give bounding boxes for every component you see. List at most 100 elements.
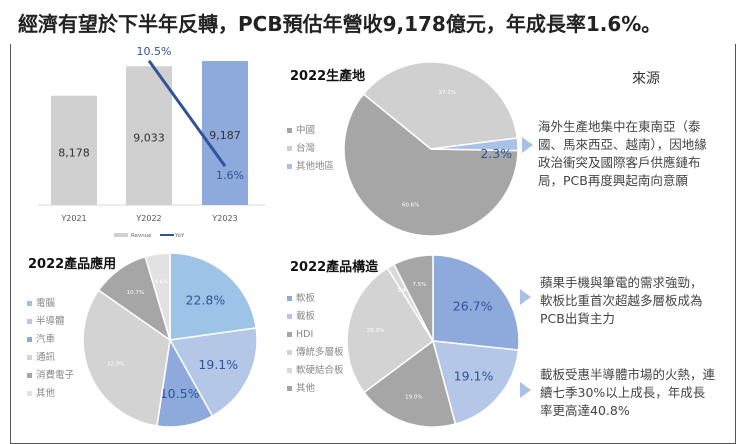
bar-Y2023 (202, 60, 248, 206)
legend-swatch (287, 350, 292, 355)
pie-value-label: 26.7% (453, 298, 493, 313)
arrow-icon (520, 289, 531, 305)
pie-value-label: 10.5% (160, 386, 200, 401)
legend-item: 其他 (27, 385, 74, 403)
bar-value-label: 8,178 (58, 146, 90, 159)
pie-slice-其他 (144, 252, 171, 341)
legend-label: HDI (296, 329, 314, 340)
pie-slice-軟板 (432, 254, 520, 351)
yoy-value-label: 10.5% (137, 45, 172, 58)
legend-label: 台灣 (296, 143, 316, 154)
x-tick-label: Y2023 (211, 214, 237, 223)
legend-label: 中國 (296, 125, 316, 136)
legend-label: 其他地區 (296, 161, 335, 172)
flex-note: 蘋果手機與筆電的需求強勁，軟板比重首次超越多層板成為PCB出貨主力 (540, 275, 703, 326)
legend-label: 載板 (296, 311, 316, 322)
geo-pie-title: 2022生產地 (290, 69, 366, 84)
legend-label: 傳統多層板 (296, 347, 344, 358)
legend-swatch (287, 146, 292, 151)
pie-value-label: 37.1% (439, 90, 456, 96)
geo-legend: 中國 台灣 其他地區 (287, 122, 334, 176)
pie-slice-其他 (392, 254, 434, 342)
pie-slice-中國 (343, 93, 519, 237)
legend-yoy-label: YoY (174, 233, 185, 239)
legend-label: 軟板 (296, 293, 316, 304)
legend-item: 軟板 (287, 290, 344, 308)
legend-swatch (27, 319, 32, 324)
pie-value-label: 19.0% (405, 394, 422, 400)
pie-slice-通訊 (82, 289, 171, 427)
legend-item: 電腦 (27, 295, 74, 313)
legend-swatch (287, 386, 292, 391)
pie-value-label: 32.3% (107, 361, 124, 367)
legend-item: 台灣 (287, 140, 334, 158)
legend-swatch (287, 164, 292, 169)
legend-label: 其他 (296, 383, 316, 394)
legend-label: 汽車 (36, 334, 56, 345)
legend-revenue-label: Revnue (131, 233, 152, 239)
pie-value-label: 26.3% (367, 328, 384, 334)
legend-item: HDI (287, 326, 344, 344)
geo-note: 海外生產地集中在東南亞（泰國、馬來西亞、越南），因地緣政治衝突及國際客戶供應鏈布… (538, 119, 707, 188)
source-label: 來源 (632, 71, 660, 87)
legend-swatch (27, 391, 32, 396)
application-legend: 電腦半導體汽車通訊消費電子其他 (27, 295, 74, 403)
legend-item: 消費電子 (27, 367, 74, 385)
legend-item: 通訊 (27, 349, 74, 367)
legend-label: 通訊 (36, 352, 56, 363)
legend-item: 半導體 (27, 313, 74, 331)
legend-item: 傳統多層板 (287, 344, 344, 362)
legend-item: 中國 (287, 122, 334, 140)
legend-swatch (27, 373, 32, 378)
pie-slice-傳統多層板 (346, 267, 435, 394)
yoy-line (147, 59, 227, 167)
legend-revenue-swatch (114, 233, 128, 237)
legend-swatch (287, 128, 292, 133)
legend-label: 其他 (36, 388, 56, 399)
x-tick-label: Y2022 (135, 214, 161, 223)
arrow-icon (522, 137, 533, 153)
pie-value-label: 22.8% (186, 292, 226, 307)
application-pie-title: 2022產品應用 (28, 257, 117, 272)
pie-slice-載板 (431, 340, 520, 425)
yoy-value-label: 1.6% (216, 169, 244, 182)
legend-swatch (287, 296, 292, 301)
pie-value-label: 2.3% (480, 146, 512, 161)
pie-value-label: 4.6% (154, 279, 168, 285)
legend-item: 其他地區 (287, 158, 334, 176)
substrate-note: 載板受惠半導體市場的火熱，連續七季30%以上成長，年成長率更高達40.8% (540, 367, 716, 418)
legend-swatch (27, 337, 32, 342)
pie-value-label: 10.7% (127, 290, 144, 296)
bar-Y2022 (126, 66, 172, 205)
bar-value-label: 9,187 (209, 129, 241, 142)
legend-swatch (27, 301, 32, 306)
legend-label: 消費電子 (36, 370, 75, 381)
pie-slice-HDI (363, 339, 457, 428)
bar-Y2021 (51, 95, 97, 205)
pie-slice-電腦 (169, 252, 258, 341)
legend-label: 電腦 (36, 298, 56, 309)
pie-value-label: 60.6% (402, 203, 419, 209)
x-tick-label: Y2021 (60, 214, 86, 223)
pie-slice-其他地區 (430, 137, 519, 152)
pie-value-label: 7.5% (412, 282, 426, 288)
legend-swatch (27, 355, 32, 360)
legend-item: 軟硬結合板 (287, 362, 344, 380)
structure-pie-title: 2022產品構造 (290, 260, 379, 275)
pie-slice-半導體 (168, 327, 258, 417)
page-title: 經濟有望於下半年反轉，PCB預估年營收9,178億元，年成長率1.6%。 (18, 12, 662, 36)
legend-label: 半導體 (36, 316, 65, 327)
legend-swatch (287, 314, 292, 319)
legend-swatch (287, 368, 292, 373)
pie-value-label: 1.4% (397, 288, 411, 294)
legend-swatch (287, 332, 292, 337)
pie-value-label: 19.1% (198, 357, 238, 372)
bar-value-label: 9,033 (133, 132, 165, 145)
structure-legend: 軟板載板 HDI 傳統多層板軟硬結合板其他 (287, 290, 344, 398)
legend-label: 軟硬結合板 (296, 365, 344, 376)
arrow-icon (520, 382, 531, 398)
pie-slice-台灣 (362, 61, 519, 150)
legend-item: 載板 (287, 308, 344, 326)
legend-item: 其他 (287, 380, 344, 398)
